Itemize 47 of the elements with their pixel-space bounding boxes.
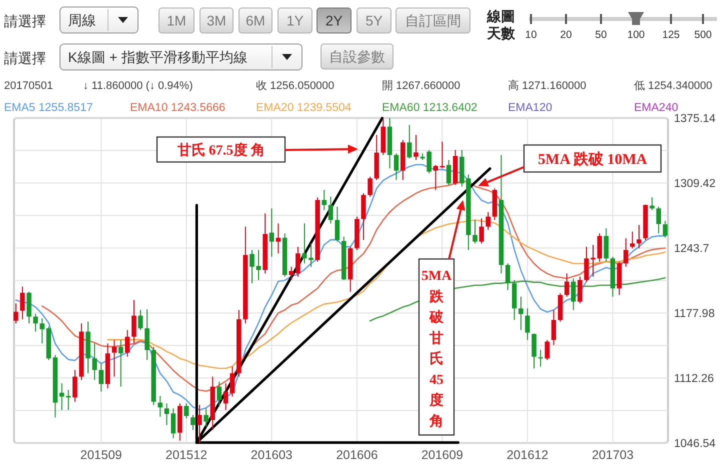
text: 10 (525, 29, 537, 41)
button: 1M (158, 8, 194, 34)
y-tick-label: 1046.54 (674, 438, 716, 450)
x-tick-label: 201609 (421, 448, 464, 462)
text: EMA10 1243.5666 (130, 102, 226, 114)
button: 自訂區間 (396, 8, 470, 34)
y-tick-label: 1375.14 (674, 113, 716, 126)
text: 開 1267.660000 (382, 80, 460, 92)
y-tick-label: 1112.26 (674, 373, 714, 386)
text: 20 (560, 29, 572, 41)
text: 請選擇 (4, 50, 46, 66)
annotation: 5MA 跌破 10MA (538, 150, 648, 168)
text: 高 1271.160000 (508, 79, 586, 92)
button: 2Y (316, 8, 352, 34)
text: 50 (595, 29, 607, 41)
button: 5Y (356, 8, 392, 34)
text: 100 (627, 29, 645, 41)
text: 請選擇 (4, 13, 46, 29)
text: ↓ 11.860000 (↓ 0.94%) (83, 80, 193, 92)
text: EMA5 1255.8517 (4, 102, 93, 114)
dropdown: 周線 (60, 6, 138, 34)
legend-label: EMA240 (634, 102, 678, 114)
text: 收 1256.050000 (256, 80, 334, 92)
annotation: 5MA跌破甘氏45度角 (421, 269, 453, 430)
button: 6M (238, 8, 272, 34)
text: 20170501 (4, 80, 53, 92)
button: 3M (200, 8, 234, 34)
y-tick-label: 1177.98 (674, 308, 715, 320)
x-tick-label: 201509 (80, 448, 122, 462)
text: 125 (662, 29, 680, 41)
text: 低 1254.340000 (634, 80, 712, 92)
button: 自設參數 (320, 44, 394, 70)
button: 1Y (278, 8, 312, 34)
dropdown: K線圖 + 指數平滑移動平均線 (60, 44, 302, 70)
y-tick-label: 1243.7 (674, 243, 710, 256)
text: EMA60 1213.6402 (382, 102, 478, 114)
text: EMA20 1239.5504 (256, 102, 352, 114)
y-tick-label: 1309.42 (674, 178, 716, 190)
x-tick-label: 201512 (166, 448, 208, 462)
x-tick-label: 201703 (592, 448, 634, 462)
text: 線圖天數 (486, 8, 516, 41)
legend-label: EMA120 (508, 102, 552, 114)
x-tick-label: 201612 (506, 448, 548, 462)
text: 500 (694, 29, 712, 41)
annotation: 甘氏 67.5度 角 (176, 142, 265, 159)
x-tick-label: 201606 (336, 448, 378, 462)
x-tick-label: 201603 (250, 448, 293, 462)
